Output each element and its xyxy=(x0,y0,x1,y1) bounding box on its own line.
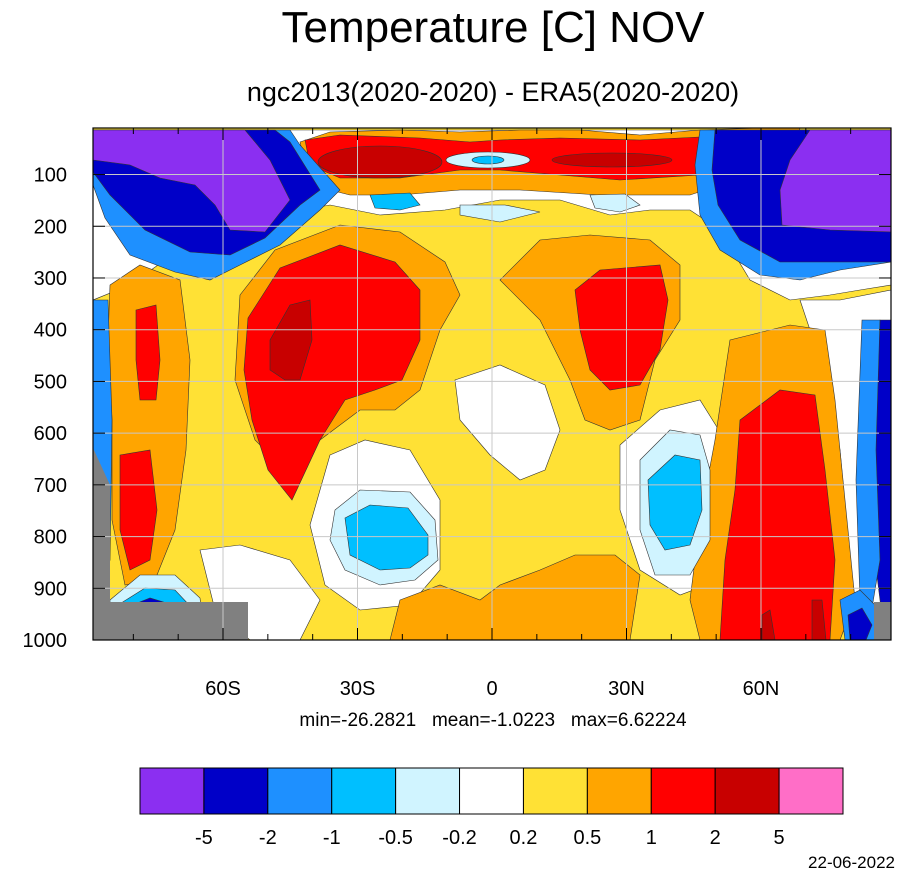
contour-darkred-tropopause-s xyxy=(317,145,443,179)
colorbar-label: -1 xyxy=(323,827,341,849)
missing-data-antarctica xyxy=(93,448,248,640)
contour-cyan-nh-low xyxy=(647,454,703,551)
contour-lightblue-tropopause-low xyxy=(459,204,541,223)
colorbar-label: 0.2 xyxy=(510,827,538,849)
contour-red-nh-mid xyxy=(574,264,669,391)
contour-darkred-nh-low-2 xyxy=(811,599,827,640)
contour-cyan-tropopause-low-s xyxy=(369,192,421,211)
grid-lines xyxy=(93,128,891,640)
contour-lightblue-tropopause-low-n xyxy=(589,193,641,213)
colorbar-label: -0.2 xyxy=(442,827,476,849)
y-tick-label: 400 xyxy=(34,320,67,342)
axis-ticks: 60S 30S 0 30N 60N 100 200 300 400 500 600 700 800 900… xyxy=(23,128,891,700)
contour-darkred-nh-low-1 xyxy=(761,609,776,640)
colorbar-swatch xyxy=(459,767,524,815)
colorbar-swatch xyxy=(331,767,397,815)
x-tick-label: 30S xyxy=(340,678,376,700)
stat-mean: mean=-1.0223 xyxy=(431,710,556,731)
contour-purple-nh-vortex xyxy=(779,129,891,233)
colorbar-swatch xyxy=(586,767,652,815)
y-tick-label: 600 xyxy=(34,423,67,445)
colorbar-label: 0.5 xyxy=(573,827,601,849)
contour-red-sh-lower-high xyxy=(119,449,158,571)
colorbar-label: -0.5 xyxy=(378,827,412,849)
chart-subtitle: ngc2013(2020-2020) - ERA5(2020-2020) xyxy=(246,77,740,107)
x-tick-label: 0 xyxy=(486,678,497,700)
y-tick-label: 300 xyxy=(34,268,67,290)
colorbar-swatch xyxy=(522,767,588,815)
colorbar-swatch xyxy=(267,767,333,815)
x-tick-label: 60S xyxy=(205,678,241,700)
y-tick-label: 700 xyxy=(34,475,67,497)
contour-white-tropics xyxy=(454,364,561,481)
contour-darkred-tropopause-n xyxy=(551,152,673,168)
contour-cyan-tropopause xyxy=(471,155,505,165)
contour-red-nh-low xyxy=(719,389,836,640)
contour-navy-nh-sfc xyxy=(847,607,873,640)
y-tick-label: 900 xyxy=(34,578,67,600)
missing-data-arctic xyxy=(874,602,891,640)
colorbar-swatch xyxy=(650,767,716,815)
contour-darkred-sh-mid xyxy=(269,299,313,381)
y-tick-label: 800 xyxy=(34,527,67,549)
x-tick-label: 60N xyxy=(743,678,780,700)
colorbar-swatch xyxy=(714,767,780,815)
y-tick-label: 1000 xyxy=(23,630,68,652)
colorbar-label: -5 xyxy=(195,827,213,849)
colorbar-swatch xyxy=(203,767,269,815)
contour-orange-sfc xyxy=(389,554,641,640)
contour-blue-nh-low xyxy=(855,319,881,621)
stat-max: max=6.62224 xyxy=(570,710,687,731)
colorbar-swatch xyxy=(139,767,205,815)
y-tick-label: 200 xyxy=(34,216,67,238)
colorbar-label: 1 xyxy=(646,827,657,849)
contour-red-sh-upper-high xyxy=(135,304,161,401)
colorbar-label: 2 xyxy=(710,827,721,849)
stats-line: min=-26.2821 mean=-1.0223 max=6.62224 xyxy=(0,708,901,734)
y-tick-label: 500 xyxy=(34,371,67,393)
colorbar-label: 5 xyxy=(774,827,785,849)
y-tick-label: 100 xyxy=(34,165,67,187)
colorbar-swatch xyxy=(778,767,844,815)
contour-purple-sh-vortex xyxy=(93,129,291,233)
date-stamp: 22-06-2022 xyxy=(808,853,895,872)
stat-min: min=-26.2821 xyxy=(299,710,417,731)
colorbar-swatch xyxy=(395,767,461,815)
colorbar: -5 -2 -1 -0.5 -0.2 0.2 0.5 1 2 5 xyxy=(139,767,844,849)
x-tick-label: 30N xyxy=(608,678,645,700)
contour-cyan-sh-low xyxy=(344,504,429,571)
chart-title: Temperature [C] NOV xyxy=(281,3,705,52)
colorbar-label: -2 xyxy=(259,827,277,849)
